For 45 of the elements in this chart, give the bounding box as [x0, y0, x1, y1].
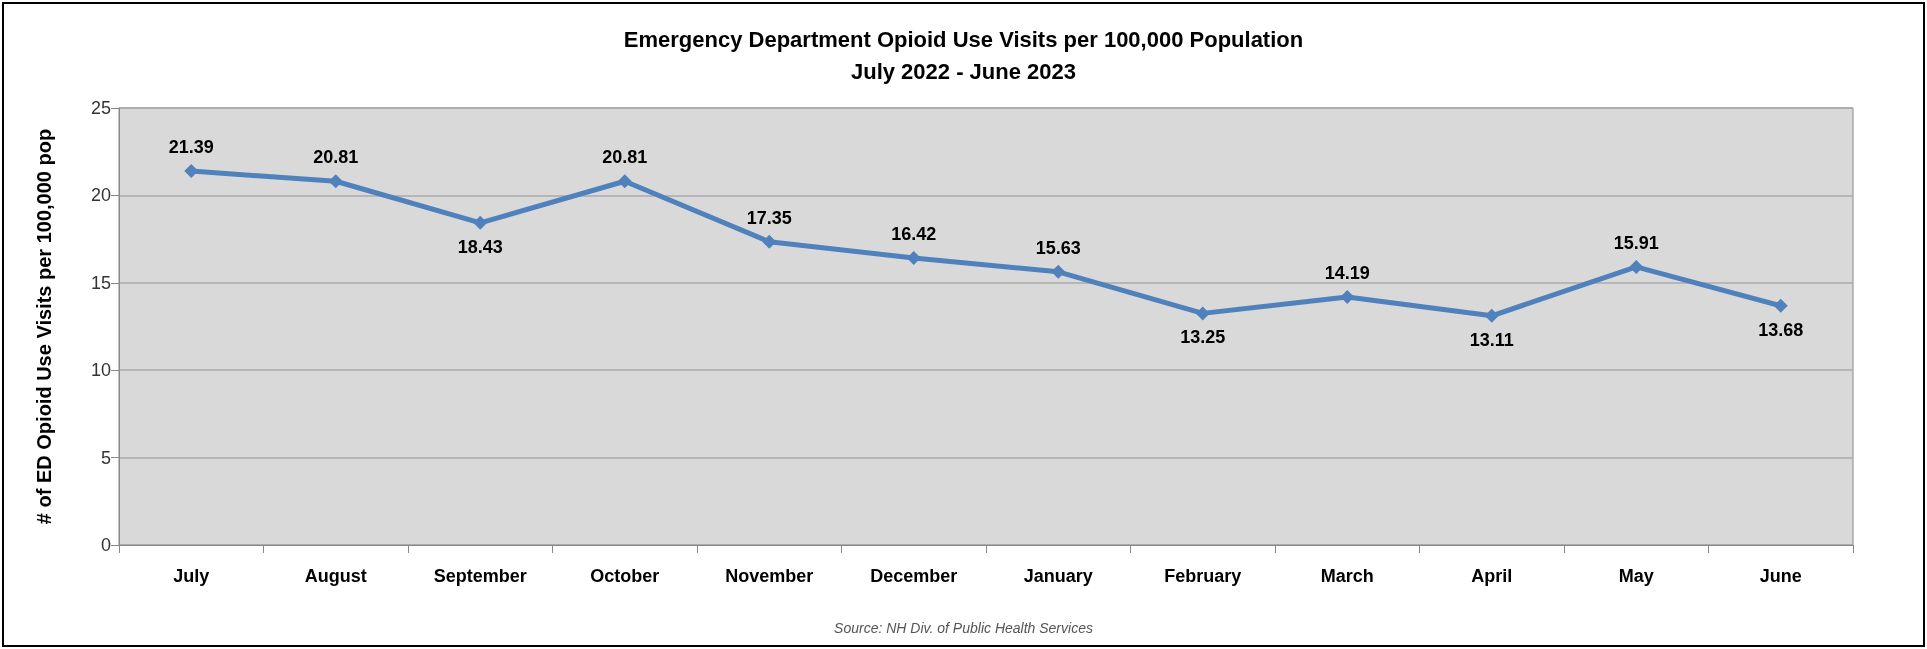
x-tick-label: June — [1759, 566, 1802, 586]
x-tick-label: December — [870, 566, 958, 586]
x-tick-label: July — [173, 566, 210, 586]
point — [473, 215, 488, 230]
point — [1051, 264, 1066, 279]
data-label: 21.39 — [168, 137, 214, 158]
point — [1340, 289, 1355, 304]
y-tick-label: 10 — [90, 360, 111, 381]
y-tick-label: 0 — [100, 535, 111, 555]
y-tick-label: 25 — [90, 98, 111, 118]
data-label: 18.43 — [457, 236, 503, 257]
source-note: Source: NH Div. of Public Health Services — [834, 620, 1093, 636]
y-tick-label: 5 — [100, 447, 111, 468]
x-tick-label: March — [1320, 566, 1374, 586]
x-tick-label: February — [1164, 566, 1242, 586]
x-tick-label: January — [1023, 566, 1093, 586]
data-label: 16.42 — [891, 223, 937, 244]
x-tick-label: September — [433, 566, 527, 586]
point — [1195, 306, 1210, 321]
chart-title: Emergency Department Opioid Use Visits per 100,000 Population — [623, 26, 1304, 52]
point — [328, 174, 343, 189]
data-label: 13.11 — [1469, 329, 1514, 350]
point — [1629, 259, 1644, 274]
chart-subtitle: July 2022 - June 2023 — [850, 58, 1077, 84]
x-tick-label: August — [304, 566, 367, 586]
point — [1484, 308, 1499, 323]
data-label: 20.81 — [602, 147, 648, 168]
y-tick-label: 15 — [90, 272, 111, 293]
point — [617, 174, 632, 189]
point — [1773, 298, 1788, 313]
point — [906, 250, 921, 265]
data-label: 17.35 — [746, 207, 792, 228]
data-label: 13.68 — [1758, 319, 1804, 340]
x-tick-label: November — [725, 566, 814, 586]
data-label: 14.19 — [1324, 262, 1370, 283]
x-tick-label: October — [590, 566, 660, 586]
point — [762, 234, 777, 249]
data-label: 20.81 — [313, 147, 359, 168]
y-tick-label: 20 — [90, 185, 111, 206]
x-tick-label: May — [1618, 566, 1654, 586]
x-tick-label: April — [1471, 566, 1513, 586]
data-label: 15.91 — [1613, 232, 1659, 253]
data-label: 15.63 — [1035, 237, 1081, 258]
data-label: 13.25 — [1180, 327, 1226, 348]
y-axis-title: # of ED Opioid Use Visits per 100,000 pop — [33, 128, 55, 525]
